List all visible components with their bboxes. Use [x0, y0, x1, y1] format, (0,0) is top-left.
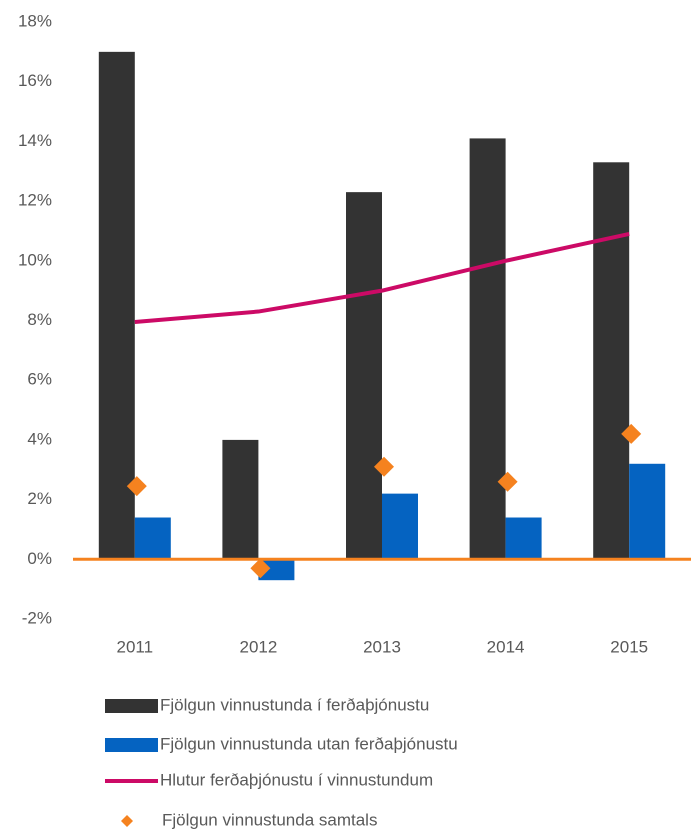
legend-swatch: [105, 738, 158, 752]
y-tick-label: -2%: [22, 608, 52, 627]
legend-label: Hlutur ferðaþjónustu í vinnustundum: [160, 770, 433, 789]
y-tick-label: 12%: [18, 191, 52, 210]
point: [621, 423, 642, 444]
legend-label: Fjölgun vinnustunda utan ferðaþjónustu: [160, 734, 458, 753]
y-tick-label: 4%: [27, 429, 52, 448]
y-tick-label: 2%: [27, 489, 52, 508]
bar: [98, 51, 135, 560]
bar: [222, 439, 259, 560]
point: [126, 476, 147, 497]
bar: [346, 192, 382, 560]
y-tick-label: 0%: [27, 549, 52, 568]
y-tick-label: 14%: [18, 131, 52, 150]
y-tick-label: 8%: [27, 310, 52, 329]
legend-swatch: [105, 699, 158, 713]
bar: [258, 559, 295, 581]
x-tick-label: 2014: [487, 637, 525, 656]
x-tick-label: 2015: [610, 637, 648, 656]
bar: [382, 493, 418, 560]
point: [374, 456, 394, 477]
legend-swatch: [121, 815, 133, 827]
x-tick-label: 2012: [239, 637, 277, 656]
bar: [134, 517, 171, 560]
point: [497, 471, 518, 492]
line: [134, 231, 630, 324]
x-tick-label: 2013: [363, 637, 401, 656]
y-tick-label: 6%: [27, 370, 52, 389]
point: [250, 558, 271, 579]
y-tick-label: 18%: [18, 11, 52, 30]
legend-label: Fjölgun vinnustunda í ferðaþjónustu: [160, 695, 429, 714]
bar: [469, 138, 506, 560]
legend-label: Fjölgun vinnustunda samtals: [162, 810, 377, 829]
bar: [593, 162, 630, 560]
y-tick-label: 10%: [18, 250, 52, 269]
x-tick-label: 2011: [117, 637, 154, 656]
bar: [505, 517, 542, 560]
bar: [629, 463, 666, 560]
y-tick-label: 16%: [18, 71, 52, 90]
